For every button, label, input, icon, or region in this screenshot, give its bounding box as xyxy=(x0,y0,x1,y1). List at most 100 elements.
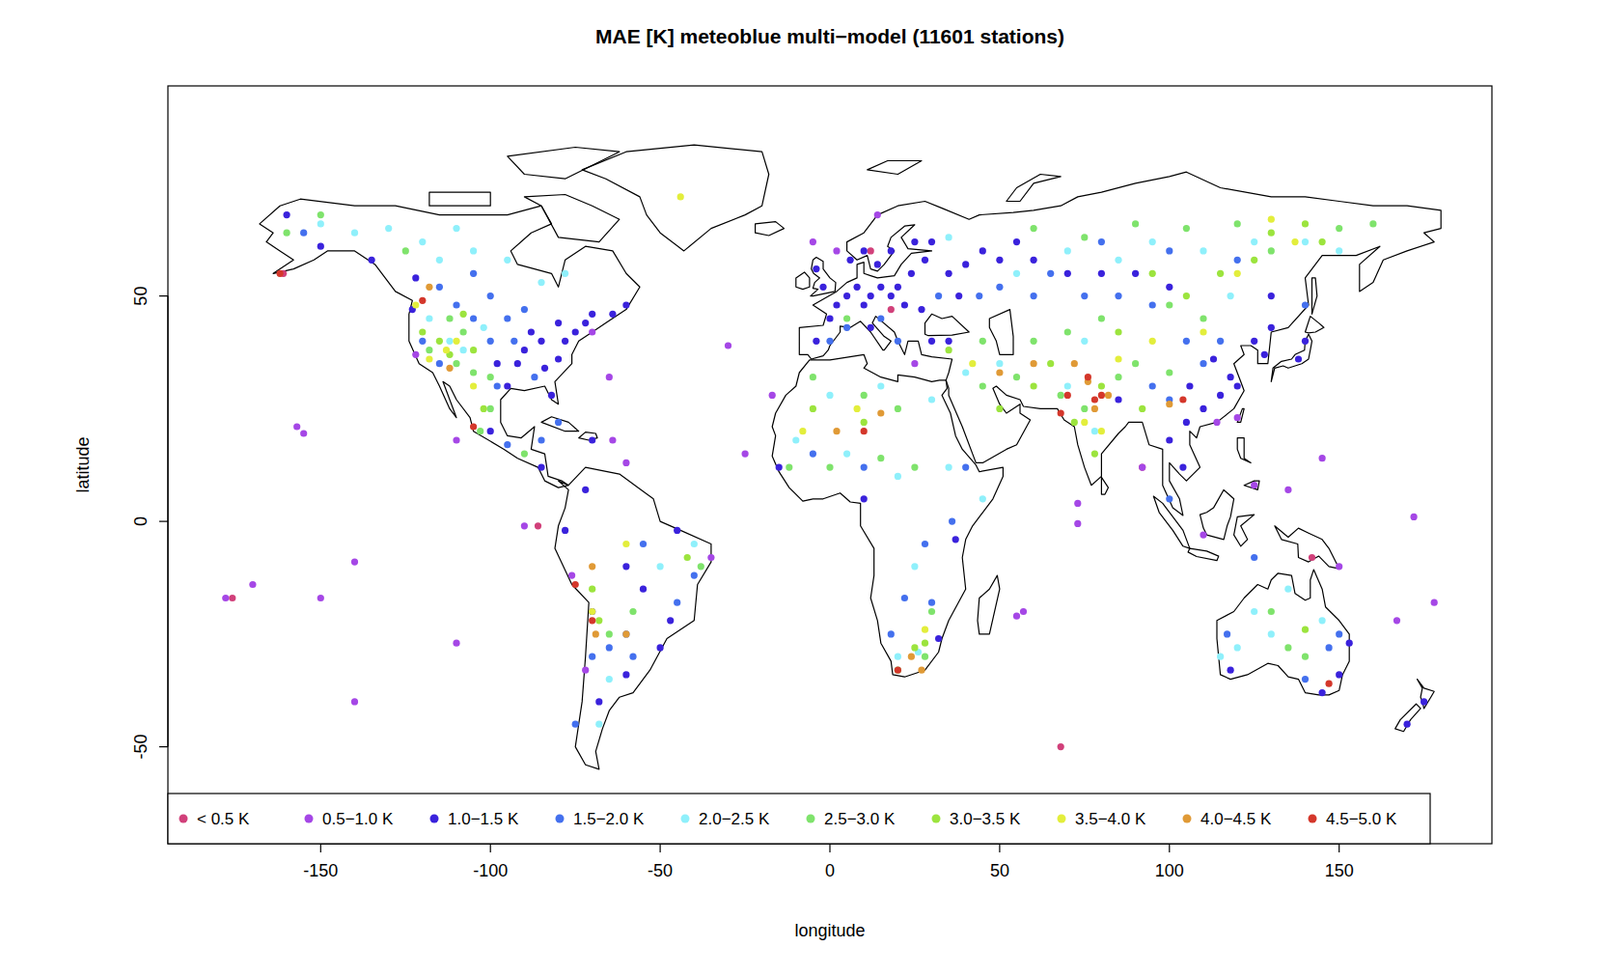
station-point xyxy=(494,359,501,367)
station-point xyxy=(1183,224,1190,232)
station-point xyxy=(809,405,817,413)
station-point xyxy=(537,464,545,471)
coastline xyxy=(1200,489,1235,539)
station-point xyxy=(1325,680,1333,688)
station-point xyxy=(697,562,705,570)
series xyxy=(283,211,1429,728)
station-point xyxy=(639,540,647,548)
station-point xyxy=(677,193,685,200)
station-point xyxy=(1098,427,1105,435)
series xyxy=(317,220,1344,728)
station-point xyxy=(860,247,868,254)
station-point xyxy=(1291,238,1298,246)
station-point xyxy=(1216,391,1224,399)
station-point xyxy=(588,436,596,443)
station-point xyxy=(581,486,589,494)
coastline xyxy=(1237,438,1251,464)
station-point xyxy=(874,260,882,268)
coastline xyxy=(1234,514,1255,547)
station-point xyxy=(921,626,929,634)
coastline xyxy=(1187,548,1219,561)
station-point xyxy=(592,630,600,637)
x-tick xyxy=(320,843,322,853)
station-point xyxy=(1301,301,1309,308)
station-point xyxy=(1114,395,1122,403)
station-point xyxy=(425,314,433,322)
station-point xyxy=(843,292,851,300)
station-point xyxy=(541,364,549,372)
station-point xyxy=(548,391,555,399)
station-point xyxy=(460,310,468,318)
station-point xyxy=(445,337,453,345)
station-point xyxy=(1284,643,1292,651)
station-point xyxy=(1234,382,1242,389)
coastline xyxy=(925,313,970,335)
station-point xyxy=(228,594,236,602)
x-tick-label: 150 xyxy=(1324,860,1354,881)
station-point xyxy=(568,572,576,580)
station-point xyxy=(910,562,918,570)
station-point xyxy=(894,666,902,674)
station-point xyxy=(1165,247,1173,254)
station-point xyxy=(1216,653,1224,661)
coastline xyxy=(1274,525,1340,569)
station-point xyxy=(1071,418,1078,426)
station-point xyxy=(1369,220,1377,227)
station-point xyxy=(877,409,884,416)
station-point xyxy=(1030,292,1038,300)
station-point xyxy=(425,346,433,354)
coastline xyxy=(755,221,785,236)
station-point xyxy=(418,297,426,304)
station-point xyxy=(1114,373,1122,381)
station-point xyxy=(1319,689,1326,696)
station-point xyxy=(588,585,596,593)
station-point xyxy=(595,697,603,705)
station-point xyxy=(1098,382,1105,389)
station-point xyxy=(877,382,884,389)
station-point xyxy=(1098,391,1105,399)
station-point xyxy=(572,580,580,588)
station-point xyxy=(1234,220,1242,227)
station-point xyxy=(979,337,987,345)
station-point xyxy=(452,224,460,232)
station-point xyxy=(436,359,443,367)
station-point xyxy=(300,229,307,237)
series xyxy=(418,220,1326,651)
station-point xyxy=(606,643,613,651)
station-point xyxy=(887,247,895,254)
legend-marker xyxy=(1183,814,1192,824)
station-point xyxy=(469,422,477,430)
legend-marker xyxy=(555,814,565,824)
station-point xyxy=(445,364,453,372)
station-point xyxy=(1114,292,1122,300)
station-point xyxy=(1165,368,1173,376)
station-point xyxy=(1199,328,1207,335)
station-point xyxy=(1013,373,1021,381)
station-point xyxy=(351,558,359,566)
station-point xyxy=(666,616,674,624)
station-point xyxy=(1030,337,1038,345)
station-point xyxy=(514,359,522,367)
station-point xyxy=(606,675,613,683)
x-tick-label: 50 xyxy=(990,860,1010,881)
station-point xyxy=(901,301,909,308)
station-point xyxy=(1114,328,1122,335)
station-point xyxy=(418,328,426,335)
station-point xyxy=(521,450,528,458)
station-point xyxy=(887,630,895,637)
station-point xyxy=(921,540,929,548)
y-axis-label: latitude xyxy=(73,436,93,493)
station-point xyxy=(1091,427,1099,435)
station-point xyxy=(588,653,596,661)
station-point xyxy=(412,351,419,359)
station-point xyxy=(1227,292,1235,300)
station-point xyxy=(521,305,528,313)
station-point xyxy=(1335,670,1343,678)
station-point xyxy=(1250,553,1258,561)
station-point xyxy=(1268,247,1275,254)
coastlines xyxy=(259,144,1441,770)
station-point xyxy=(945,464,953,471)
station-point xyxy=(843,314,851,322)
station-point xyxy=(1186,382,1193,389)
station-point xyxy=(832,427,840,435)
